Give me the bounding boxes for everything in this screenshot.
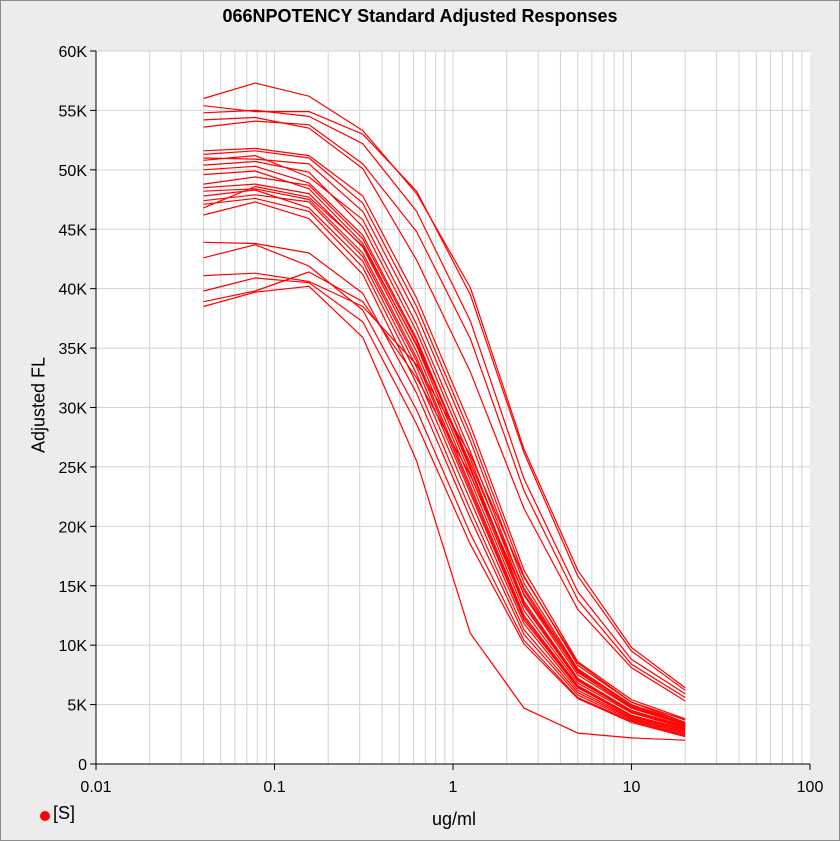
x-tick-label: 0.1: [263, 779, 285, 796]
series-line-26: [203, 285, 686, 741]
y-tick-label: 5K: [67, 698, 87, 715]
series-line-5: [203, 120, 686, 699]
y-tick-label: 50K: [59, 163, 88, 180]
chart-title: 066NPOTENCY Standard Adjusted Responses: [222, 6, 618, 26]
y-axis-label: Adjusted FL: [28, 356, 49, 454]
legend-marker-icon: [40, 810, 50, 821]
series-line-8: [203, 157, 686, 723]
y-tick-label: 15K: [59, 579, 88, 596]
series-line-22: [203, 244, 686, 737]
series-line-20: [203, 201, 686, 734]
series-line-25: [203, 271, 686, 726]
x-tick-label: 10: [623, 779, 641, 796]
series-line-10: [203, 160, 686, 726]
legend[interactable]: [S]: [40, 803, 75, 824]
series-line-14: [203, 183, 686, 729]
x-tick-label: 100: [797, 779, 824, 796]
x-tick-label: 1: [449, 779, 458, 796]
x-tick-label: 0.01: [80, 779, 111, 796]
y-tick-label: 30K: [59, 401, 88, 418]
y-tick-label: 20K: [59, 519, 88, 536]
y-tick-label: 40K: [59, 282, 88, 299]
y-tick-label: 35K: [59, 341, 88, 358]
series-line-6: [203, 147, 686, 720]
series-line-24: [203, 277, 686, 738]
series-line-3: [203, 109, 686, 695]
y-tick-label: 10K: [59, 638, 88, 655]
series-line-19: [203, 185, 686, 725]
y-tick-label: 0: [78, 757, 87, 774]
series-line-2: [203, 105, 686, 691]
y-tick-label: 55K: [59, 103, 88, 120]
series-line-7: [203, 150, 686, 721]
y-tick-label: 60K: [59, 44, 88, 61]
x-axis-label: ug/ml: [431, 809, 476, 829]
y-tick-label: 45K: [59, 222, 88, 239]
y-tick-label: 25K: [59, 460, 88, 477]
series-line-1: [203, 82, 686, 689]
legend-label: [S]: [53, 803, 76, 823]
series-line-23: [203, 272, 686, 723]
series-line-18: [203, 197, 686, 733]
series-line-21: [203, 241, 686, 735]
